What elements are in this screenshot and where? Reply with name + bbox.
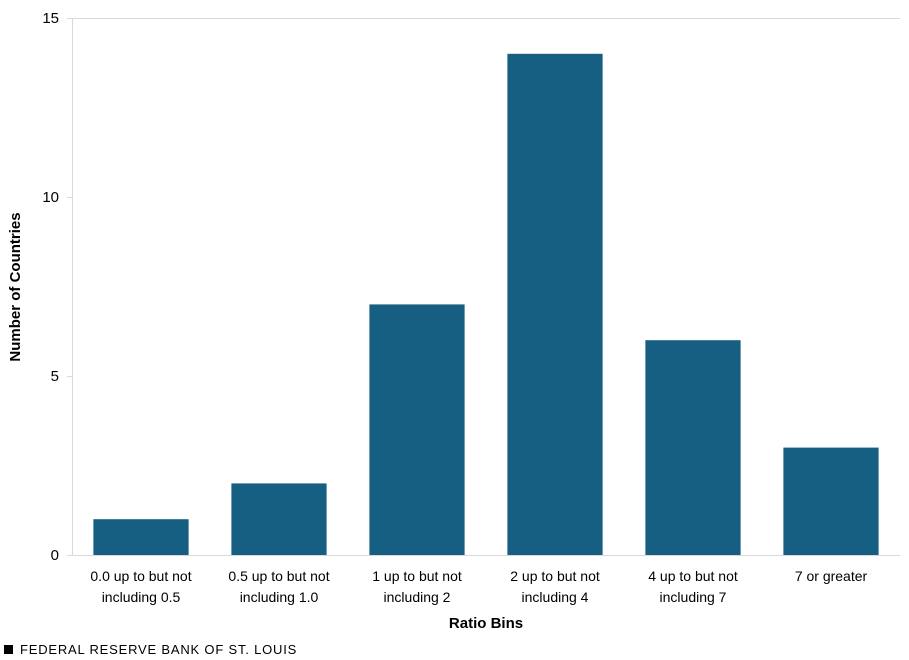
- bar: [369, 304, 465, 555]
- bar: [231, 483, 327, 555]
- x-tick-label-line: including 7: [660, 589, 727, 605]
- x-axis-title: Ratio Bins: [449, 615, 523, 632]
- bar-chart: 0 5 10 15 0.0 up to but not including 0.5 0.5…: [7, 10, 900, 632]
- x-tick-label-line: including 2: [384, 589, 451, 605]
- y-tick-label: 15: [42, 10, 59, 27]
- y-axis-title: Number of Countries: [7, 212, 24, 361]
- x-tick-label-line: 2 up to but not: [510, 568, 600, 584]
- bar: [93, 519, 189, 555]
- bar: [645, 340, 741, 555]
- x-axis-tick-labels: 0.0 up to but not including 0.5 0.5 up to …: [90, 568, 867, 605]
- square-icon: [4, 645, 13, 654]
- y-axis-ticks: 0 5 10 15: [42, 10, 72, 564]
- x-tick-label-line: including 1.0: [240, 589, 319, 605]
- x-tick-label: 1 up to but not including 2: [372, 568, 462, 605]
- x-tick-label: 7 or greater: [795, 568, 868, 584]
- x-tick-label-line: 4 up to but not: [648, 568, 738, 584]
- bars: [93, 53, 879, 556]
- x-tick-label-line: 1 up to but not: [372, 568, 462, 584]
- bar: [783, 447, 879, 555]
- x-tick-label-line: 0.0 up to but not: [90, 568, 191, 584]
- bar: [507, 53, 603, 556]
- y-tick-label: 10: [42, 189, 59, 206]
- x-tick-label: 0.5 up to but not including 1.0: [228, 568, 329, 605]
- x-tick-label-line: including 0.5: [102, 589, 181, 605]
- x-tick-label-line: 7 or greater: [795, 568, 868, 584]
- y-tick-label: 5: [51, 368, 59, 385]
- x-tick-label: 4 up to but not including 7: [648, 568, 738, 605]
- x-tick-label-line: 0.5 up to but not: [228, 568, 329, 584]
- footer: FEDERAL RESERVE BANK OF ST. LOUIS: [4, 642, 297, 657]
- x-tick-label: 2 up to but not including 4: [510, 568, 600, 605]
- y-tick-label: 0: [51, 547, 59, 564]
- footer-label: FEDERAL RESERVE BANK OF ST. LOUIS: [20, 642, 298, 657]
- x-tick-label: 0.0 up to but not including 0.5: [90, 568, 191, 605]
- x-tick-label-line: including 4: [522, 589, 589, 605]
